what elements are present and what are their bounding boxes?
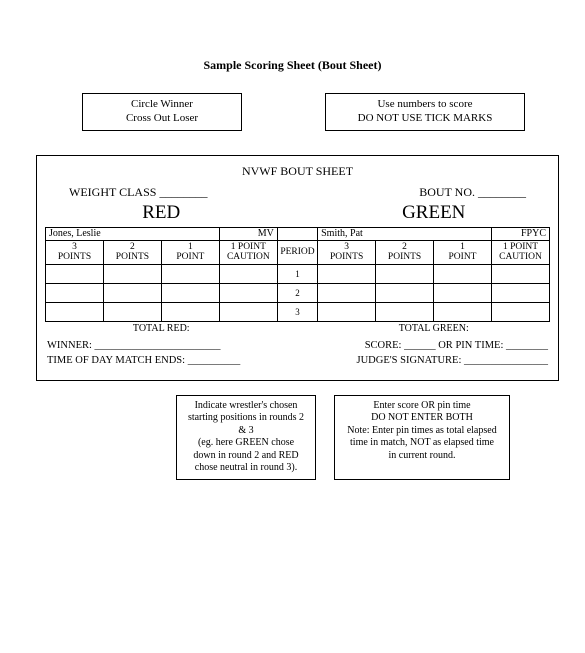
score-field: SCORE: ______ OR PIN TIME: ________ (365, 340, 550, 351)
color-row: RED GREEN (45, 202, 550, 224)
bout-no-field: BOUT NO. ________ (419, 185, 526, 200)
judge-field: JUDGE'S SIGNATURE: ________________ (357, 355, 550, 366)
bout-sheet: NVWF BOUT SHEET WEIGHT CLASS ________ BO… (36, 155, 559, 381)
result-fields: WINNER: ________________________ SCORE: … (45, 340, 550, 366)
top-note-row: Circle Winner Cross Out Loser Use number… (0, 93, 585, 131)
col-caution-g: 1 POINT CAUTION (491, 240, 549, 264)
red-wrestler-name: Jones, Leslie (46, 227, 220, 240)
note-use-numbers: Use numbers to score DO NOT USE TICK MAR… (325, 93, 525, 131)
blank-cell (277, 227, 317, 240)
col-2pts-g: 2 POINTS (376, 240, 434, 264)
col-period: PERIOD (277, 240, 317, 264)
cell (491, 283, 549, 302)
col-1pt-g: 1 POINT (434, 240, 492, 264)
cell (318, 302, 376, 321)
time-end-field: TIME OF DAY MATCH ENDS: __________ (45, 355, 240, 366)
cell (46, 302, 104, 321)
note-circle-winner: Circle Winner Cross Out Loser (82, 93, 242, 131)
cell (491, 264, 549, 283)
cell (376, 264, 434, 283)
cell (376, 283, 434, 302)
red-label: RED (45, 202, 278, 224)
cell (103, 302, 161, 321)
col-1pt: 1 POINT (161, 240, 219, 264)
page-title: Sample Scoring Sheet (Bout Sheet) (0, 58, 585, 73)
col-2pts: 2 POINTS (103, 240, 161, 264)
period-3: 3 (277, 302, 317, 321)
cell (161, 264, 219, 283)
col-3pts: 3 POINTS (46, 240, 104, 264)
note-line: DO NOT USE TICK MARKS (336, 112, 514, 126)
weight-class-field: WEIGHT CLASS ________ (69, 185, 207, 200)
note-positions: Indicate wrestler's chosen starting posi… (176, 395, 316, 480)
winner-field: WINNER: ________________________ (45, 340, 221, 351)
cell (318, 283, 376, 302)
cell (46, 283, 104, 302)
cell (434, 264, 492, 283)
green-label: GREEN (318, 202, 551, 224)
cell (46, 264, 104, 283)
note-score-or-pin: Enter score OR pin time DO NOT ENTER BOT… (334, 395, 510, 480)
green-wrestler-name: Smith, Pat (318, 227, 492, 240)
period-1: 1 (277, 264, 317, 283)
period-2: 2 (277, 283, 317, 302)
total-green: TOTAL GREEN: (318, 323, 551, 334)
col-caution: 1 POINT CAUTION (219, 240, 277, 264)
cell (103, 283, 161, 302)
cell (161, 302, 219, 321)
note-line: Note: Enter pin times as total elapsed t… (345, 425, 499, 463)
cell (103, 264, 161, 283)
cell (434, 302, 492, 321)
note-line: DO NOT ENTER BOTH (345, 412, 499, 425)
red-team: MV (219, 227, 277, 240)
cell (219, 264, 277, 283)
col-3pts-g: 3 POINTS (318, 240, 376, 264)
sheet-heading: NVWF BOUT SHEET (45, 164, 550, 179)
cell (219, 283, 277, 302)
total-red: TOTAL RED: (45, 323, 278, 334)
note-line: Use numbers to score (336, 98, 514, 112)
note-line: Circle Winner (93, 98, 231, 112)
bottom-note-row: Indicate wrestler's chosen starting posi… (0, 395, 585, 480)
note-line: Cross Out Loser (93, 112, 231, 126)
cell (434, 283, 492, 302)
green-team: FPYC (491, 227, 549, 240)
scoring-grid: Jones, Leslie MV Smith, Pat FPYC 3 POINT… (45, 227, 550, 322)
class-bout-row: WEIGHT CLASS ________ BOUT NO. ________ (45, 185, 550, 200)
cell (161, 283, 219, 302)
note-line: Enter score OR pin time (345, 400, 499, 413)
cell (491, 302, 549, 321)
cell (318, 264, 376, 283)
totals-row: TOTAL RED: TOTAL GREEN: (45, 323, 550, 334)
cell (376, 302, 434, 321)
cell (219, 302, 277, 321)
